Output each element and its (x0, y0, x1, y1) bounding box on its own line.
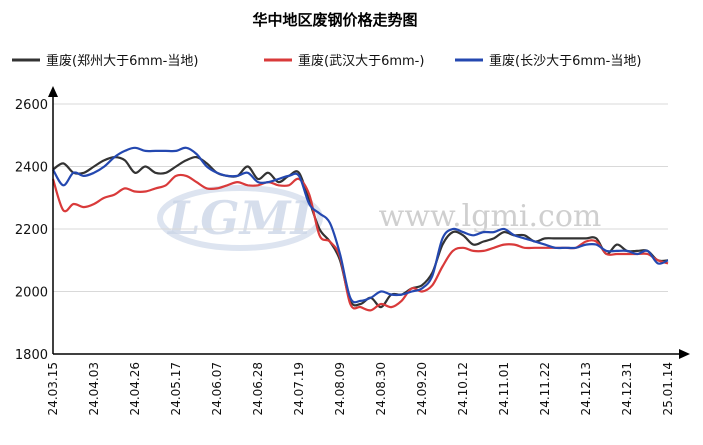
watermark-url: www.lgmi.com (379, 199, 602, 234)
x-tick-label: 24.04.03 (87, 362, 101, 415)
x-tick-label: 24.10.12 (456, 362, 470, 415)
x-tick-label: 25.01.14 (661, 362, 675, 415)
series-lines (51, 146, 669, 312)
y-tick-label: 2400 (15, 161, 48, 176)
x-axis-ticks: 24.03.15 24.04.03 24.04.26 24.05.17 24.06.07… (46, 362, 675, 415)
series-line-2 (51, 173, 669, 312)
x-tick-label: 24.06.28 (251, 362, 265, 415)
watermark: LGMI www.lgmi.com (157, 185, 602, 251)
y-axis-arrow (48, 86, 58, 97)
y-tick-label: 2600 (15, 98, 48, 113)
y-axis-ticks: 1800 2000 2200 2400 2600 (15, 98, 48, 363)
y-tick-label: 1800 (15, 348, 48, 363)
x-tick-label: 24.08.30 (374, 362, 388, 415)
x-tick-label: 24.09.20 (415, 362, 429, 415)
x-tick-label: 24.11.01 (497, 362, 511, 415)
series-line-3 (52, 146, 669, 304)
grid (53, 103, 668, 292)
x-tick-label: 24.03.15 (46, 362, 60, 415)
legend-label-1: 重废(郑州大于6mm-当地) (46, 53, 198, 69)
axes (48, 86, 690, 359)
legend: 重废(郑州大于6mm-当地) 重废(武汉大于6mm-) 重废(长沙大于6mm-当地) (12, 53, 641, 69)
x-tick-label: 24.07.19 (292, 362, 306, 415)
x-tick-label: 24.08.09 (333, 362, 347, 415)
x-tick-label: 24.06.07 (210, 362, 224, 415)
y-tick-label: 2000 (15, 286, 48, 301)
x-tick-label: 24.11.22 (538, 362, 552, 415)
x-tick-label: 24.04.26 (128, 362, 142, 415)
watermark-logo-ring (157, 185, 323, 251)
x-tick-label: 24.12.31 (620, 362, 634, 415)
y-tick-label: 2200 (15, 223, 48, 238)
x-tick-label: 24.12.13 (579, 362, 593, 415)
series-line-1 (52, 155, 669, 309)
watermark-logo: LGMI (166, 191, 314, 245)
legend-label-2: 重废(武汉大于6mm-) (298, 53, 424, 69)
x-axis-arrow (679, 349, 690, 359)
chart-title: 华中地区废钢价格走势图 (252, 11, 417, 29)
legend-label-3: 重废(长沙大于6mm-当地) (489, 53, 641, 69)
x-tick-label: 24.05.17 (169, 362, 183, 415)
